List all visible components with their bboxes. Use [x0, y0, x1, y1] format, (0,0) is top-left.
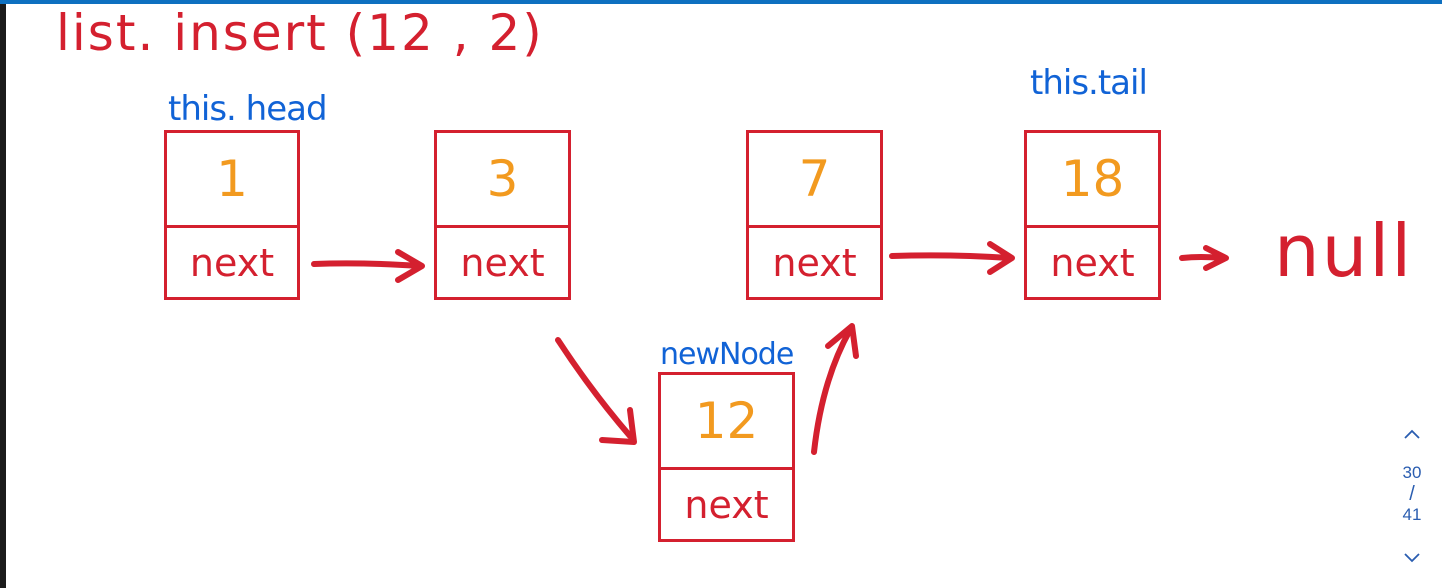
previous-slide-button[interactable] [1392, 420, 1432, 448]
label-head: this. head [168, 89, 328, 129]
node-next: next [684, 482, 769, 527]
pager-separator: / [1409, 483, 1415, 505]
slide-pager: 30 / 41 [1392, 420, 1432, 580]
node-value: 18 [1027, 133, 1158, 228]
arrow-node1-to-node2 [311, 249, 425, 283]
label-new-node: newNode [660, 337, 794, 372]
node-next: next [1050, 240, 1135, 285]
arrow-node2-to-newnode [555, 337, 637, 445]
node-value: 7 [749, 133, 880, 228]
chevron-up-icon [1404, 429, 1420, 439]
next-slide-button[interactable] [1392, 544, 1432, 572]
node-next: next [460, 240, 545, 285]
arrow-node3-to-node4 [889, 241, 1015, 275]
total-slide-count: 41 [1402, 505, 1422, 524]
list-node-2: 3 next [434, 130, 571, 300]
node-value: 12 [661, 375, 792, 470]
new-node: 12 next [658, 372, 795, 542]
node-next: next [189, 240, 275, 285]
arrow-newnode-to-node3 [811, 323, 859, 455]
chevron-down-icon [1404, 553, 1420, 563]
current-slide-number: 30 [1402, 463, 1422, 482]
list-node-3: 7 next [746, 130, 883, 300]
list-node-4: 18 next [1024, 130, 1161, 300]
node-value: 1 [167, 133, 297, 228]
arrow-node4-to-null [1179, 245, 1229, 271]
node-next: next [772, 240, 857, 285]
label-tail: this.tail [1030, 63, 1148, 103]
top-accent-bar [0, 0, 1442, 4]
title-insert-call: list. insert (12 , 2) [56, 4, 544, 62]
null-terminator: null [1274, 209, 1414, 293]
node-value: 3 [437, 133, 568, 228]
list-node-1: 1 next [164, 130, 300, 300]
left-frame-edge [0, 4, 6, 588]
